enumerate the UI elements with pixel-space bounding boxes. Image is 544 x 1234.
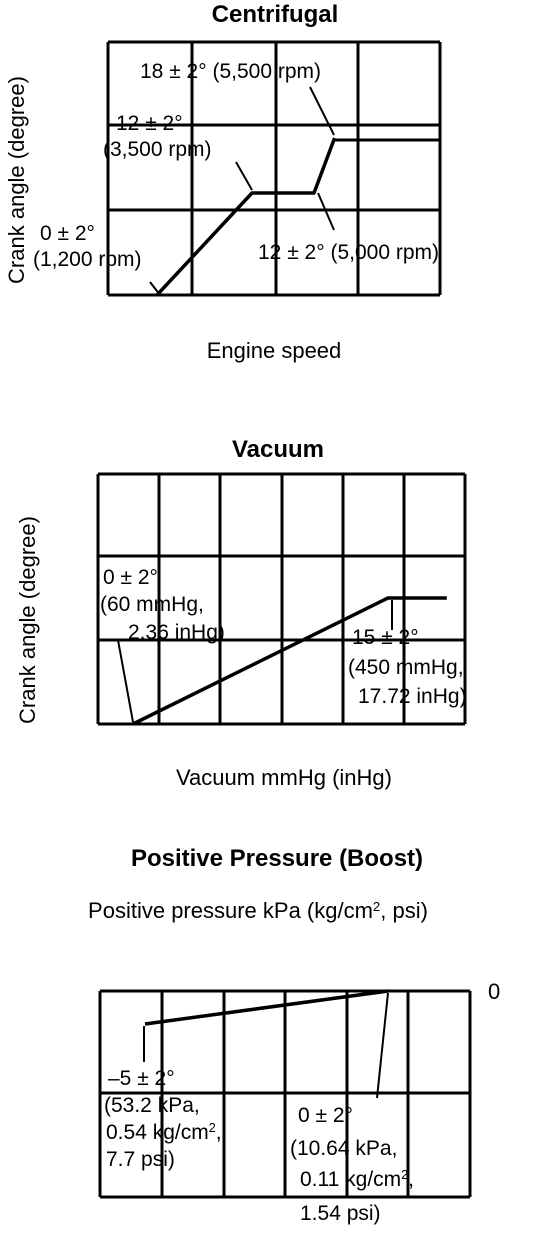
vacuum-chart: Vacuum 0 ± 2° (60 mmHg, 2.36 inHg) 15 ± … (15, 436, 469, 790)
centrifugal-title: Centrifugal (212, 1, 339, 28)
leader-line (235, 161, 253, 191)
vacuum-advance-line (132, 596, 447, 726)
boost-retard-line (144, 989, 389, 1026)
leader-line (376, 992, 389, 1099)
leader-line (317, 192, 335, 231)
annotation-0deg-1200: 0 ± 2° (1,200 rpm) (33, 222, 142, 271)
annotation-18deg: 18 ± 2° (5,500 rpm) (140, 60, 321, 83)
annotation-minus5deg: –5 ± 2° (53.2 kPa, 0.54 kg/cm2, 7.7 psi) (104, 1067, 227, 1171)
boost-grid (98, 989, 472, 1199)
centrifugal-leaders (149, 86, 335, 296)
annotation-12deg-5000: 12 ± 2° (5,000 rpm) (258, 241, 439, 264)
boost-zero-label: 0 (488, 979, 500, 1004)
annotation-15deg-450mmhg: 15 ± 2° (450 mmHg, 17.72 inHg) (348, 626, 469, 708)
boost-leaders (143, 992, 389, 1099)
vacuum-grid (96, 472, 467, 726)
leader-line (117, 639, 134, 723)
boost-chart: Positive Pressure (Boost) Positive press… (88, 845, 500, 1225)
centrifugal-x-axis-label: Engine speed (207, 338, 342, 363)
vacuum-leaders (117, 600, 393, 723)
centrifugal-advance-line (155, 137, 337, 297)
vacuum-title: Vacuum (232, 436, 324, 463)
annotation-0deg-60mmhg: 0 ± 2° (60 mmHg, 2.36 inHg) (100, 566, 225, 644)
centrifugal-grid (106, 40, 442, 297)
annotation-12deg-3500: 12 ± 2° (3,500 rpm) (103, 112, 212, 161)
centrifugal-y-axis-label: Crank angle (degree) (4, 76, 29, 284)
centrifugal-chart: Centrifugal 18 ± 2° (5,500 rpm) 12 ± 2° (4, 1, 442, 363)
annotation-0deg-boost: 0 ± 2° (10.64 kPa, 0.11 kg/cm2, 1.54 psi… (290, 1104, 420, 1225)
leader-line (149, 281, 161, 296)
vacuum-y-axis-label: Crank angle (degree) (15, 516, 40, 724)
leader-line (309, 86, 335, 136)
vacuum-x-axis-label: Vacuum mmHg (inHg) (176, 765, 392, 790)
boost-title: Positive Pressure (Boost) (131, 845, 423, 872)
boost-x-axis-label: Positive pressure kPa (kg/cm2, psi) (88, 898, 428, 923)
